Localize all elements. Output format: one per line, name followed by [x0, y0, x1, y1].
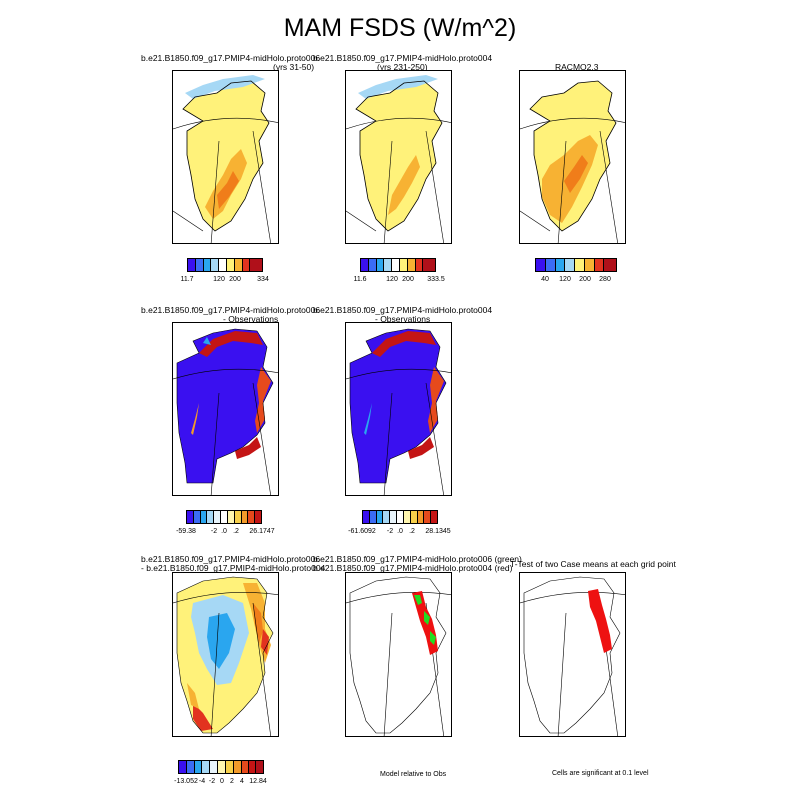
- map-r1-p3: [519, 70, 626, 244]
- tick-label: 11.6: [353, 276, 367, 283]
- tick-label: 2: [230, 778, 234, 785]
- colorbar-boxes: [362, 510, 438, 524]
- page-title: MAM FSDS (W/m^2): [283, 14, 517, 42]
- greenland-map-r1-p2: [346, 75, 451, 243]
- tick-label: 334: [257, 276, 269, 283]
- panel-title-r3-p3: T-Test of two Case means at each grid po…: [510, 559, 676, 569]
- greenland-map-r3-p3: [520, 576, 625, 736]
- tick-label: 11.7: [180, 276, 194, 283]
- greenland-map-r2-p1: [173, 328, 278, 495]
- tick-label: 28.1345: [425, 528, 451, 535]
- greenland-map-r1-p1: [173, 75, 278, 243]
- tick-label: 333.5: [427, 276, 445, 283]
- tick-label: 120: [386, 276, 398, 283]
- panel-title-r1-p3: RACMO2.3: [555, 62, 599, 72]
- colorbar-boxes: [187, 258, 263, 272]
- tick-label: -2: [386, 528, 394, 535]
- tick-label: 200: [402, 276, 414, 283]
- greenland-map-r1-p3: [520, 80, 625, 243]
- tick-label: 120: [213, 276, 225, 283]
- tick-label: 280: [599, 276, 611, 283]
- panel-title-r1-p2: b.e21.B1850.f09_g17.PMIP4-midHolo.proto0…: [313, 53, 493, 72]
- tick-label: 0: [220, 778, 224, 785]
- tick-label: -4: [198, 778, 206, 785]
- tick-label: -59.38: [176, 528, 196, 535]
- tick-label: 26.1747: [249, 528, 275, 535]
- tick-label: .2: [233, 528, 239, 535]
- tick-label: -2: [208, 778, 216, 785]
- note-model-relative: Model relative to Obs: [380, 771, 447, 778]
- map-r3-p3: [519, 572, 626, 737]
- tick-label: 4: [240, 778, 244, 785]
- tick-label: -61.6092: [348, 528, 376, 535]
- tick-label: .0: [221, 528, 227, 535]
- tick-label: -13.052: [174, 778, 198, 785]
- panel-title-r2-p2: b.e21.B1850.f09_g17.PMIP4-midHolo.proto0…: [313, 305, 493, 324]
- map-r3-p1: [172, 572, 279, 737]
- greenland-map-r3-p1: [173, 576, 278, 736]
- tick-label: .0: [397, 528, 403, 535]
- colorbar-boxes: [360, 258, 436, 272]
- panel-title-r3-p2: b.e21.B1850.f09_g17.PMIP4-midHolo.proto0…: [313, 554, 522, 573]
- map-r1-p1: [172, 70, 279, 244]
- map-r1-p2: [345, 70, 452, 244]
- tick-label: 200: [579, 276, 591, 283]
- note-significance: Cells are significant at 0.1 level: [552, 770, 649, 777]
- panel-title-r2-p1: b.e21.B1850.f09_g17.PMIP4-midHolo.proto0…: [141, 305, 321, 324]
- panel-title-r1-p1: b.e21.B1850.f09_g17.PMIP4-midHolo.proto0…: [141, 53, 321, 72]
- colorbar-boxes: [178, 760, 264, 774]
- tick-label: 200: [229, 276, 241, 283]
- panel-title-r3-p1: b.e21.B1850.f09_g17.PMIP4-midHolo.proto0…: [141, 554, 326, 573]
- tick-label: -2: [210, 528, 218, 535]
- greenland-map-r3-p2: [346, 576, 451, 736]
- colorbar-boxes: [186, 510, 262, 524]
- tick-label: 40: [541, 276, 549, 283]
- tick-label: 120: [559, 276, 571, 283]
- tick-label: .2: [409, 528, 415, 535]
- map-r3-p2: [345, 572, 452, 737]
- colorbar-boxes: [535, 258, 617, 272]
- greenland-map-r2-p2: [346, 328, 451, 495]
- tick-label: 12.84: [249, 778, 267, 785]
- map-r2-p1: [172, 322, 279, 496]
- map-r2-p2: [345, 322, 452, 496]
